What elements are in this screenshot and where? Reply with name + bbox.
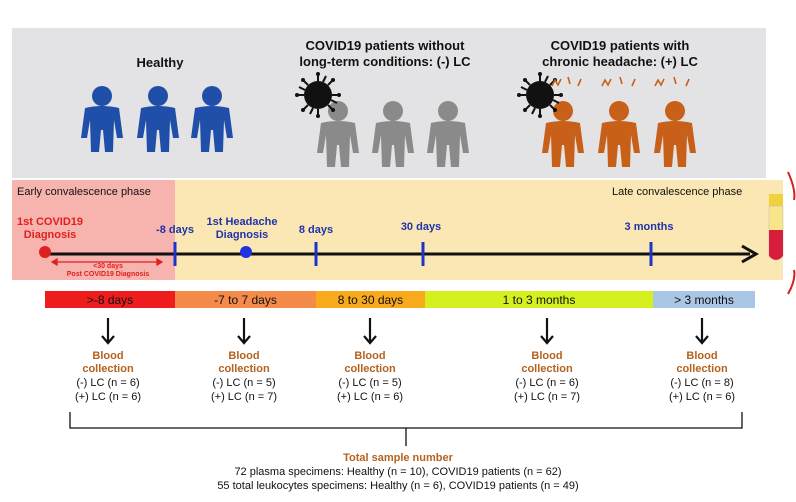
collection-4: Blood collection (-) LC (n = 6) (+) LC (…	[513, 350, 581, 403]
period-bar-1: >-8 days	[45, 291, 175, 308]
tick-label-minus8: -8 days	[156, 224, 194, 236]
with-lc-people	[542, 101, 696, 167]
period-bar-2: -7 to 7 days	[175, 291, 316, 308]
no-lc-title: COVID19 patients without long-term condi…	[299, 38, 471, 69]
no-lc-people	[317, 101, 469, 167]
collection-2: Blood collection (-) LC (n = 5) (+) LC (…	[210, 350, 278, 403]
healthy-title: Healthy	[136, 55, 184, 70]
period-bar-3: 8 to 30 days	[316, 291, 425, 308]
virus-icon	[294, 71, 342, 119]
headache-diagnosis-label: 1st Headache Diagnosis	[206, 216, 278, 241]
total-bracket	[69, 412, 743, 446]
collection-5: Blood collection (-) LC (n = 8) (+) LC (…	[668, 350, 736, 403]
early-phase-label: Early convalescence phase	[17, 186, 151, 198]
tick-label-30days: 30 days	[400, 221, 442, 233]
blood-tube-icon	[768, 171, 796, 295]
healthy-people	[81, 86, 233, 152]
people-illustration	[81, 71, 696, 167]
virus-icon	[516, 71, 564, 119]
collection-arrows	[101, 318, 709, 345]
covid-diagnosis-label: 1st COVID19 Diagnosis	[16, 216, 84, 241]
tick-label-8days: 8 days	[298, 224, 334, 236]
post-window-label: <30 days Post COVID19 Diagnosis	[66, 263, 150, 278]
total-sample-number: Total sample number 72 plasma specimens:…	[217, 452, 579, 492]
timeline-axis	[39, 242, 760, 267]
collection-1: Blood collection (-) LC (n = 6) (+) LC (…	[74, 350, 142, 403]
late-phase-label: Late convalescence phase	[612, 186, 743, 198]
period-bar-5: > 3 months	[653, 291, 755, 308]
period-bar-4: 1 to 3 months	[425, 291, 653, 308]
tick-label-3months: 3 months	[624, 221, 674, 233]
with-lc-title: COVID19 patients with chronic headache: …	[542, 38, 698, 69]
headache-lines	[551, 76, 690, 87]
collection-3: Blood collection (-) LC (n = 5) (+) LC (…	[336, 350, 404, 403]
early-phase-band	[12, 180, 175, 280]
